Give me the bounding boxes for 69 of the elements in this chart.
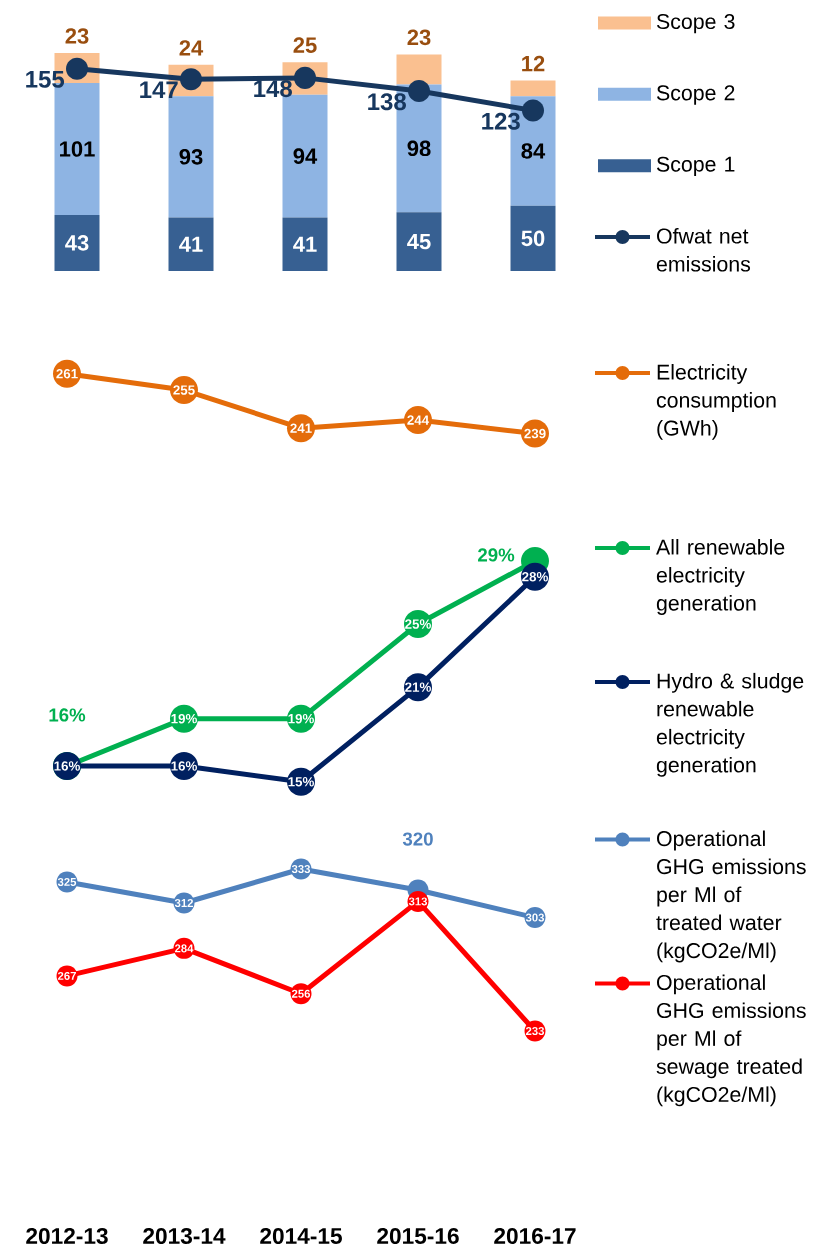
data-label: 28%: [522, 572, 548, 582]
data-label: 313: [408, 897, 428, 906]
data-label: 256: [291, 989, 311, 998]
data-label: 333: [291, 864, 311, 874]
bar: [510, 80, 556, 97]
data-label: 25%: [405, 619, 431, 629]
bar: [396, 212, 442, 271]
data-label: 241: [290, 423, 312, 433]
data-label: 15%: [288, 777, 314, 787]
data-label: 41: [179, 236, 203, 252]
data-label: 325: [57, 877, 77, 886]
data-label: 84: [521, 143, 546, 159]
data-label: 98: [407, 140, 431, 157]
data-label: 93: [179, 149, 203, 165]
data-label: 155: [26, 71, 65, 88]
data-label: 19%: [288, 713, 314, 724]
data-label: 12: [522, 55, 545, 72]
data-label: 29%: [478, 548, 515, 562]
point: [408, 79, 430, 102]
bar: [282, 217, 328, 271]
legend-label: Scope 3: [656, 13, 735, 34]
data-label: 94: [293, 148, 318, 164]
data-label: 255: [173, 385, 195, 395]
data-label: 147: [140, 81, 178, 98]
point: [522, 99, 544, 122]
legend-label: Scope 1: [656, 156, 735, 176]
legend-label: Scope 2: [656, 85, 735, 105]
data-label: 148: [254, 80, 292, 98]
bar: [168, 217, 214, 271]
data-label: 101: [60, 141, 95, 157]
data-label: 320: [402, 832, 433, 846]
bar: [396, 54, 442, 85]
data-label: 23: [407, 29, 431, 46]
x-tick-label: 2012-13: [26, 1227, 108, 1245]
data-label: 24: [179, 40, 204, 56]
legend-label: Electricity consumption (GWh): [656, 363, 776, 440]
x-tick-label: 2015-16: [377, 1227, 459, 1245]
bar: [510, 205, 556, 271]
data-label: 23: [65, 28, 89, 44]
data-label: 261: [56, 368, 78, 379]
x-tick-label: 2016-17: [494, 1227, 576, 1245]
data-label: 123: [482, 112, 520, 130]
data-label: 25: [293, 37, 317, 53]
data-label: 16%: [171, 761, 197, 771]
data-label: 50: [521, 230, 545, 247]
legend-label: Ofwat net emissions: [656, 227, 751, 272]
data-label: 16%: [54, 761, 80, 771]
data-label: 303: [525, 913, 545, 922]
data-label: 43: [65, 235, 89, 251]
data-label: 19%: [171, 713, 197, 724]
x-tick-label: 2013-14: [143, 1227, 226, 1245]
bar: [54, 214, 100, 271]
data-label: 244: [407, 415, 430, 425]
data-label: 16%: [49, 708, 86, 722]
data-label: 138: [368, 93, 406, 111]
legend-label: All renewable electricity generation: [656, 538, 785, 615]
legend-label: Operational GHG emissions per Ml of sewage treated (kgCO2e/Ml): [656, 974, 806, 1107]
legend-label: Operational GHG emissions per Ml of treated water (kgCO2e/Ml): [656, 830, 806, 963]
data-label: 21%: [405, 682, 431, 692]
data-label: 312: [174, 899, 193, 908]
data-label: 284: [174, 944, 194, 953]
data-label: 267: [57, 971, 76, 980]
bar: [168, 96, 214, 218]
data-label: 45: [407, 233, 431, 250]
data-label: 41: [293, 236, 317, 252]
data-label: 239: [524, 428, 546, 439]
data-label: 233: [525, 1026, 545, 1036]
x-tick-label: 2014-15: [260, 1227, 342, 1245]
legend-label: Hydro & sludge renewable electricity generation: [656, 672, 804, 777]
